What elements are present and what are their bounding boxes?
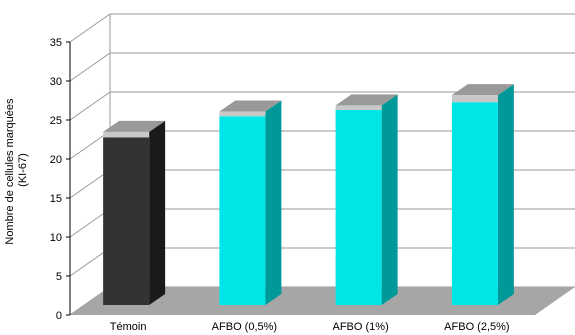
y-tick-label: 5 [56, 271, 62, 283]
bar-cap-front [335, 105, 382, 110]
gridline [69, 52, 575, 82]
y-tick-label: 0 [56, 310, 62, 322]
y-tick-label: 35 [50, 37, 62, 49]
bar-front [335, 110, 382, 305]
bar-front [103, 137, 150, 305]
y-tick-label: 25 [50, 115, 62, 127]
bar-side [381, 94, 398, 305]
bar-top [335, 94, 398, 106]
x-category-label: AFBO (1%) [333, 321, 389, 333]
bar-cap-front [103, 131, 150, 138]
bar [451, 84, 514, 306]
bar-cap-front [451, 95, 498, 103]
x-category-label: Témoin [110, 321, 147, 333]
y-axis: 0 5 10 15 20 25 30 35 [50, 37, 71, 322]
category-labels: Témoin AFBO (0,5%) AFBO (1%) AFBO (2,5%) [110, 321, 510, 333]
y-axis-title: Nombre de cellules marquées (KI-67) [4, 95, 29, 244]
bar [335, 94, 398, 305]
bar-side [149, 120, 166, 305]
bar-cap-front [219, 111, 266, 117]
y-tick-label: 20 [50, 154, 62, 166]
gridline [69, 13, 575, 43]
bar-front [219, 116, 266, 306]
y-tick-label: 15 [50, 193, 62, 205]
bar-top [219, 100, 282, 112]
bar-side [497, 84, 514, 306]
bar-side [265, 100, 282, 305]
floor-plane [70, 287, 575, 315]
chart-floor [70, 287, 575, 315]
bar [219, 100, 282, 306]
y-tick-label: 10 [50, 232, 62, 244]
bar-top [103, 120, 166, 132]
x-category-label: AFBO (0,5%) [212, 321, 277, 333]
bars [103, 84, 514, 306]
bar [103, 120, 166, 305]
bar-top [451, 84, 514, 96]
bar-front [451, 102, 498, 305]
y-tick-label: 30 [50, 76, 62, 88]
x-category-label: AFBO (2,5%) [444, 321, 509, 333]
